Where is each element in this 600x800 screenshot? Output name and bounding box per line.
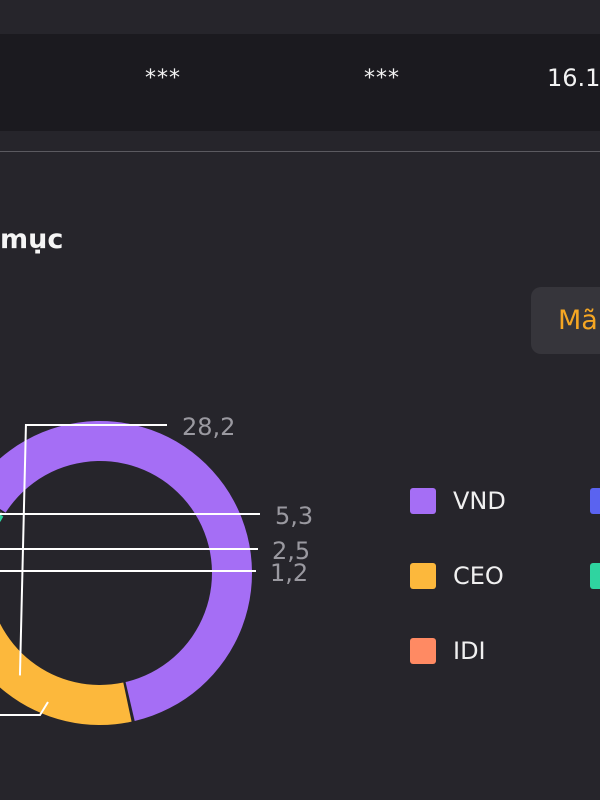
stock-code-filter-button[interactable]: Mã xyxy=(531,287,600,354)
label-leaders xyxy=(0,424,260,716)
legend-swatch xyxy=(590,563,600,589)
top-strip xyxy=(0,0,600,34)
divider xyxy=(0,151,600,152)
label-leader-line xyxy=(0,548,258,550)
slice-data-label: 1,2 xyxy=(270,559,308,587)
legend-swatch xyxy=(410,563,436,589)
donut-slices xyxy=(0,421,252,725)
legend-swatch xyxy=(410,488,436,514)
summary-hidden-value: *** xyxy=(145,66,181,91)
slice-data-label: 5,3 xyxy=(275,502,313,530)
summary-bar xyxy=(0,34,600,131)
filter-button-label: Mã xyxy=(558,305,598,336)
label-leader-line xyxy=(0,570,256,572)
legend-swatch xyxy=(590,488,600,514)
legend-label: VND xyxy=(453,487,506,515)
label-leader-line xyxy=(0,513,260,515)
label-leader-line xyxy=(0,701,49,716)
slice-data-label: 2,5 xyxy=(272,537,310,565)
donut-slice-series-5 xyxy=(0,514,4,522)
summary-value: 16.1 xyxy=(547,64,600,92)
label-leader-line xyxy=(18,424,167,676)
legend-label: IDI xyxy=(453,637,486,665)
slice-data-label: 28,2 xyxy=(182,413,235,441)
donut-slice-ceo xyxy=(0,623,132,725)
data-labels: 28,2 5,3 2,51,2 xyxy=(182,413,313,587)
legend-label: CEO xyxy=(453,562,504,590)
section-title: mục xyxy=(0,224,64,255)
donut-slice-vnd xyxy=(0,421,252,721)
legend-swatch xyxy=(410,638,436,664)
summary-hidden-value: *** xyxy=(364,66,400,91)
